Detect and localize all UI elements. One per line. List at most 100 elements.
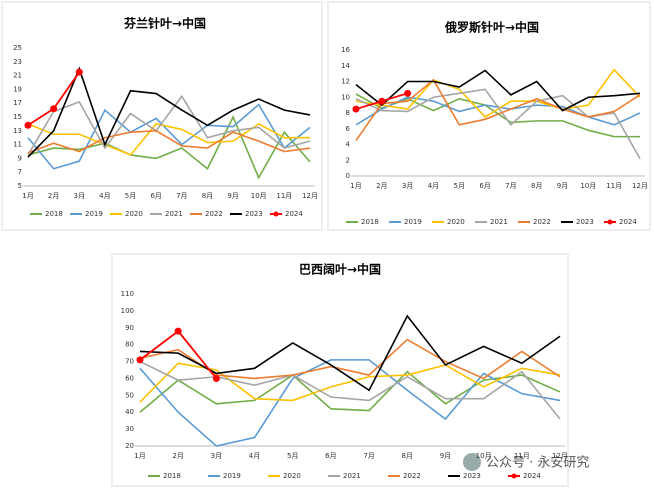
legend-label: 2022 (403, 472, 421, 480)
x-tick-label: 10月 (251, 192, 267, 200)
series-line (27, 115, 311, 180)
chart-frame (1, 1, 323, 231)
y-tick-label: 5 (18, 182, 22, 190)
x-tick-label: 12月 (302, 192, 318, 200)
legend-label: 2024 (619, 218, 637, 226)
x-tick-label: 7月 (505, 182, 516, 190)
legend-marker (511, 473, 517, 479)
series-line (355, 68, 641, 118)
series-line (139, 329, 218, 380)
point (404, 89, 412, 97)
y-tick-label: 16 (341, 46, 350, 54)
point (378, 97, 386, 105)
legend-label: 2018 (361, 218, 379, 226)
y-tick-label: 60 (125, 374, 134, 382)
chart-frame (111, 253, 569, 487)
chart-title: 芬兰针叶→中国 (123, 16, 206, 31)
y-tick-label: 100 (121, 307, 134, 315)
series-line (355, 88, 641, 160)
x-tick-label: 12月 (552, 452, 568, 460)
legend-label: 2023 (463, 472, 481, 480)
y-tick-label: 12 (341, 78, 350, 86)
x-tick-label: 1月 (134, 452, 145, 460)
legend-label: 2024 (285, 210, 303, 218)
x-tick-label: 6月 (150, 192, 161, 200)
x-tick-label: 2月 (48, 192, 59, 200)
legend-label: 2020 (447, 218, 465, 226)
x-tick-label: 1月 (350, 182, 361, 190)
x-tick-label: 5月 (287, 452, 298, 460)
legend-label: 2022 (205, 210, 223, 218)
point (75, 68, 83, 76)
x-tick-label: 11月 (514, 452, 530, 460)
point (352, 105, 360, 113)
x-tick-label: 5月 (454, 182, 465, 190)
y-tick-label: 80 (125, 341, 134, 349)
x-tick-label: 9月 (227, 192, 238, 200)
x-tick-label: 6月 (479, 182, 490, 190)
x-tick-label: 5月 (125, 192, 136, 200)
series-line (139, 362, 561, 403)
series-line (139, 360, 561, 420)
x-tick-label: 7月 (363, 452, 374, 460)
legend-label: 2020 (125, 210, 143, 218)
legend-label: 2020 (283, 472, 301, 480)
legend-label: 2021 (165, 210, 183, 218)
watermark: 公众号 · 永安研究 (486, 456, 589, 471)
legend-label: 2019 (223, 472, 241, 480)
x-tick-label: 3月 (74, 192, 85, 200)
x-tick-label: 10月 (476, 452, 492, 460)
y-tick-label: 19 (13, 85, 22, 93)
chart-title: 巴西阔叶→中国 (299, 262, 381, 277)
x-tick-label: 4月 (249, 452, 260, 460)
point (174, 327, 182, 335)
y-tick-label: 14 (341, 62, 350, 70)
y-tick-label: 90 (125, 324, 134, 332)
y-tick-label: 70 (125, 358, 134, 366)
legend-label: 2018 (163, 472, 181, 480)
y-tick-label: 20 (125, 442, 134, 450)
y-tick-label: 4 (346, 141, 351, 149)
series-line (355, 78, 641, 142)
y-tick-label: 9 (18, 154, 22, 162)
x-tick-label: 3月 (211, 452, 222, 460)
x-tick-label: 4月 (428, 182, 439, 190)
x-tick-label: 4月 (99, 192, 110, 200)
x-tick-label: 7月 (176, 192, 187, 200)
legend-label: 2019 (404, 218, 422, 226)
series-line (27, 103, 311, 170)
x-tick-label: 11月 (606, 182, 622, 190)
chart-frame (327, 1, 651, 231)
x-tick-label: 12月 (632, 182, 648, 190)
y-tick-label: 7 (18, 168, 22, 176)
x-tick-label: 3月 (402, 182, 413, 190)
x-tick-label: 9月 (440, 452, 451, 460)
y-tick-label: 8 (346, 109, 350, 117)
y-tick-label: 15 (13, 113, 22, 121)
y-tick-label: 40 (125, 408, 134, 416)
series-line (139, 359, 561, 447)
y-tick-label: 110 (121, 290, 134, 298)
y-tick-label: 17 (13, 99, 22, 107)
y-tick-label: 50 (125, 391, 134, 399)
legend-label: 2021 (343, 472, 361, 480)
x-tick-label: 2月 (172, 452, 183, 460)
y-tick-label: 2 (346, 156, 350, 164)
y-tick-label: 13 (13, 127, 22, 135)
y-tick-label: 30 (125, 425, 134, 433)
legend-label: 2019 (85, 210, 103, 218)
y-tick-label: 21 (13, 72, 22, 80)
chart-title: 俄罗斯针叶→中国 (444, 20, 539, 35)
x-tick-label: 11月 (276, 192, 292, 200)
x-tick-label: 8月 (531, 182, 542, 190)
series-line (27, 94, 311, 156)
watermark-icon (463, 453, 481, 471)
point (24, 121, 32, 129)
x-tick-label: 2月 (376, 182, 387, 190)
y-tick-label: 25 (13, 44, 22, 52)
legend-label: 2023 (576, 218, 594, 226)
point (212, 374, 220, 382)
point (50, 105, 58, 113)
